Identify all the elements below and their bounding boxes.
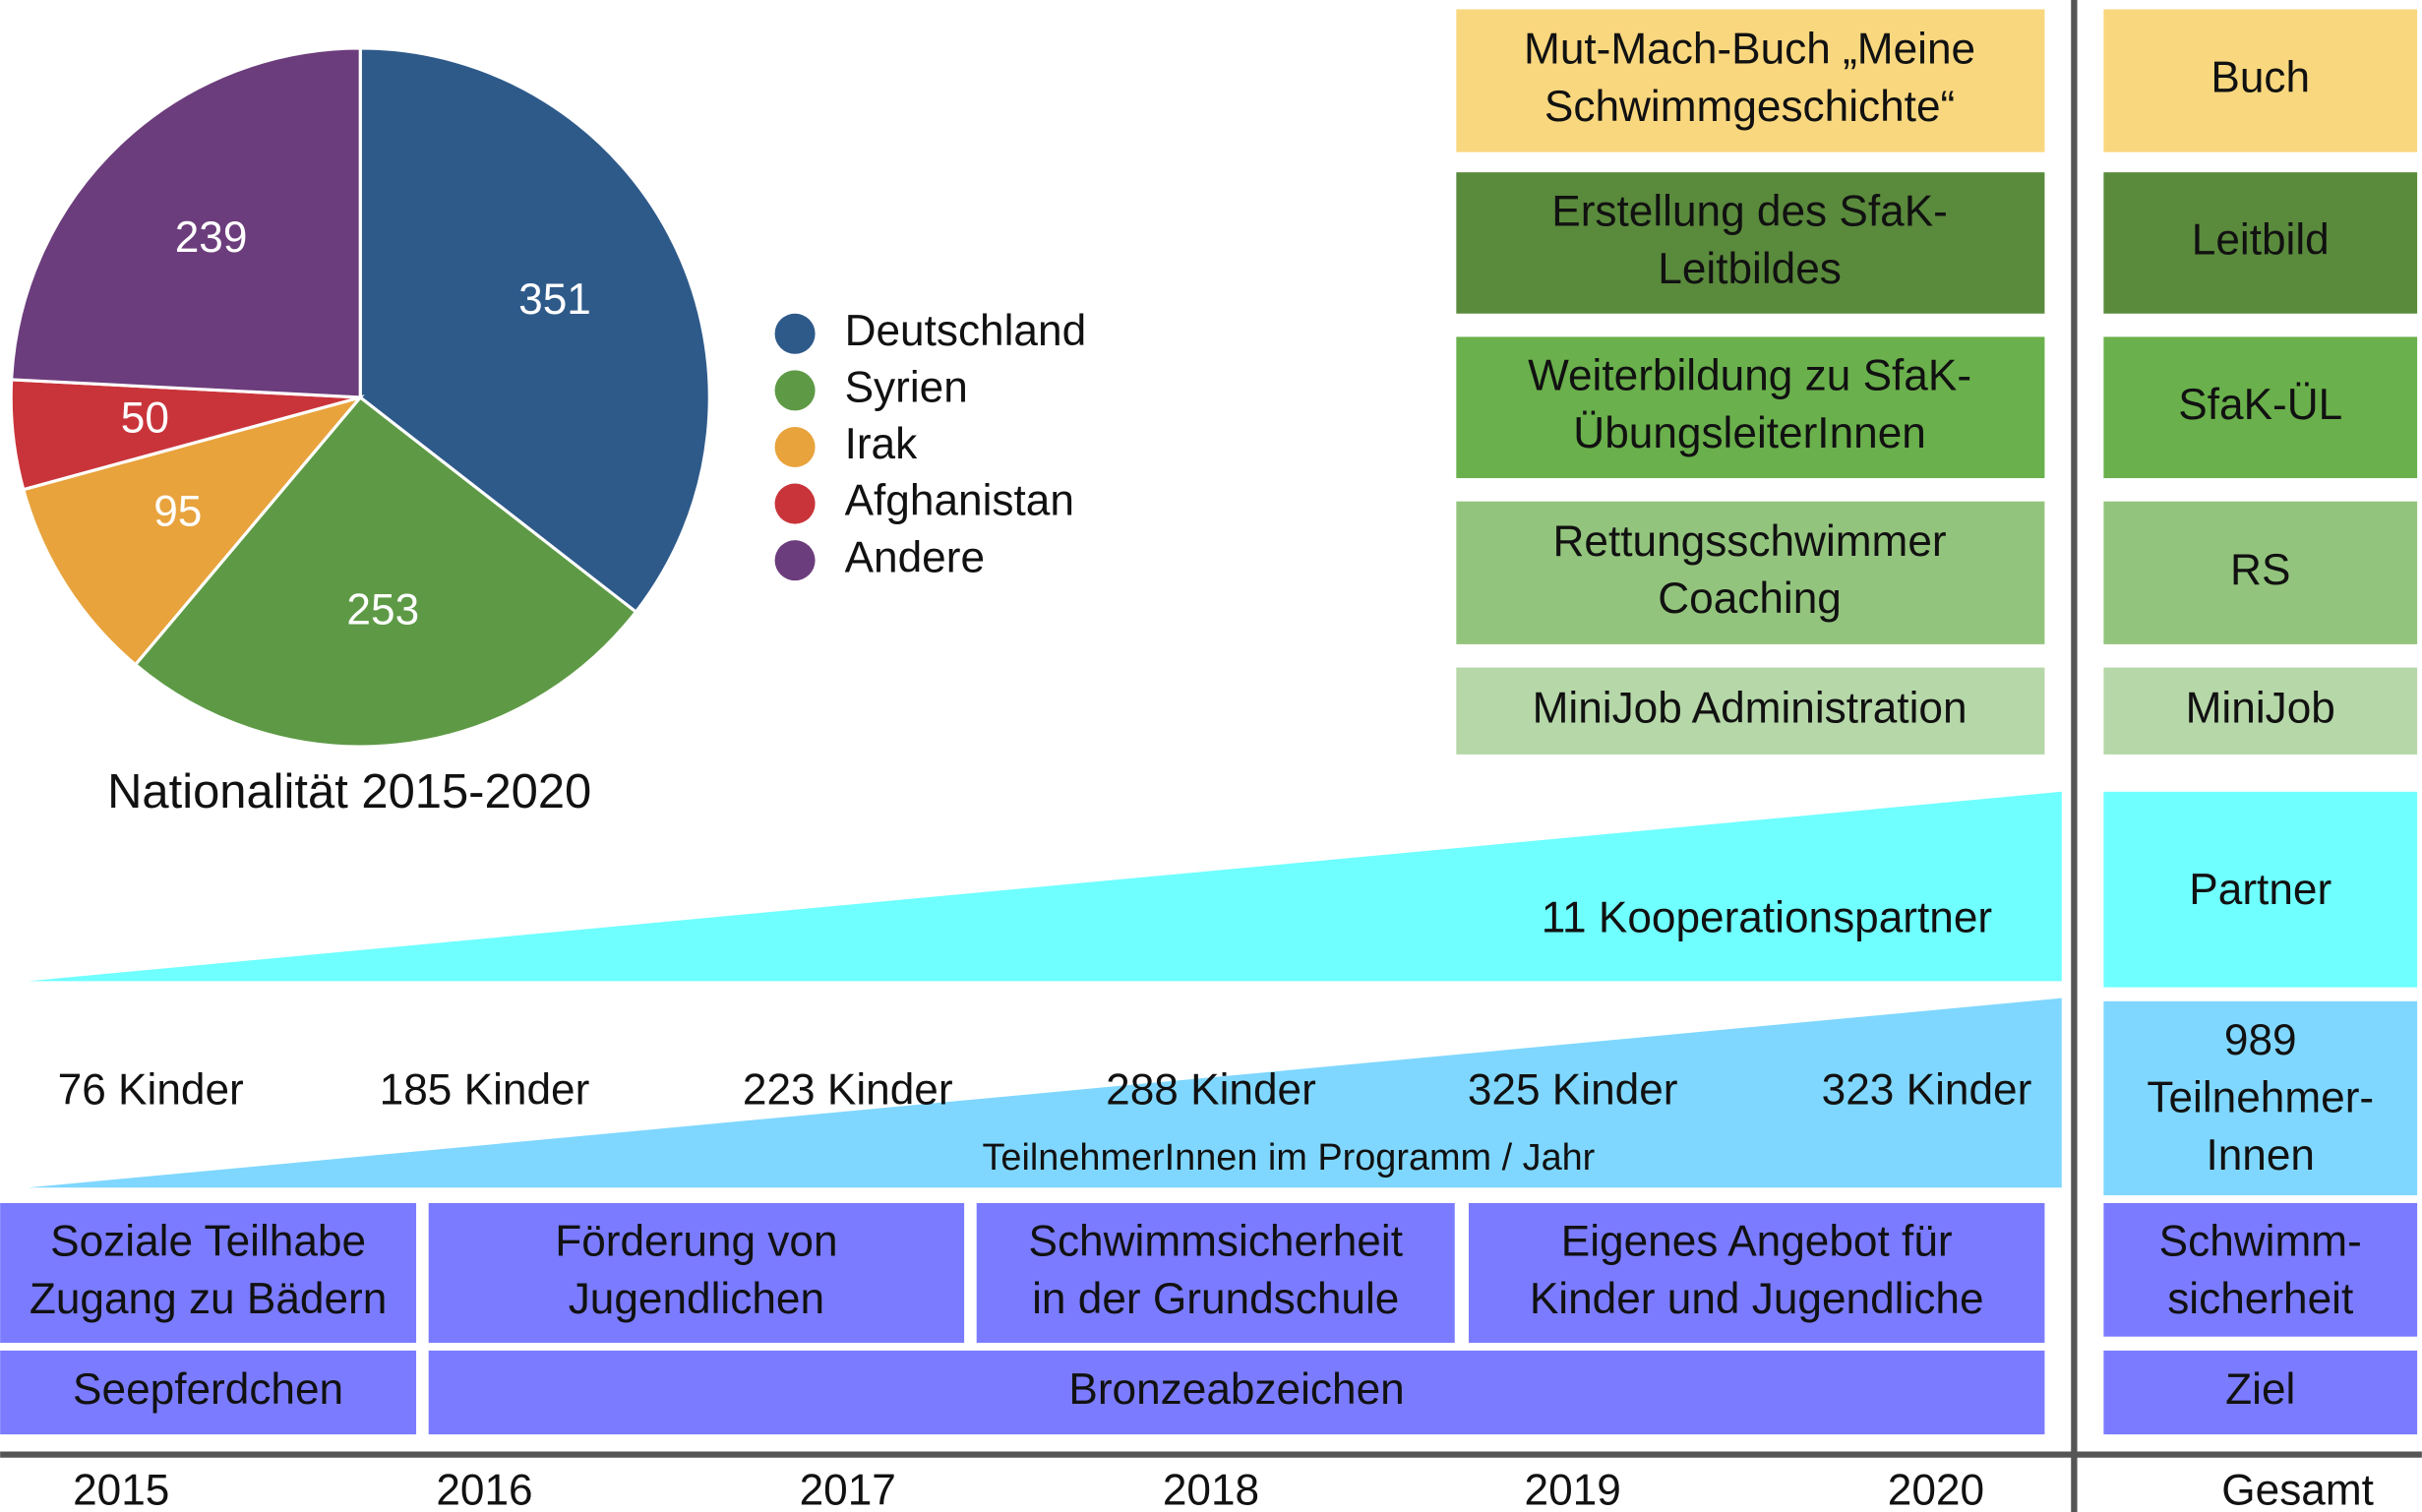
year-label: 2017 — [800, 1467, 896, 1512]
slice-label: 351 — [518, 275, 591, 324]
badge-text: Bronzeabzeichen — [1068, 1365, 1404, 1414]
activity-summary: Leitbild — [2192, 216, 2330, 265]
participants-year: 288 Kinder — [1106, 1066, 1316, 1115]
participant-summary: Teilnehmer- — [2147, 1073, 2374, 1121]
goal-text: in der Grundschule — [1032, 1275, 1399, 1323]
badge-summary-box — [2103, 1350, 2418, 1435]
goal-box — [428, 1202, 965, 1343]
participants-year: 323 Kinder — [1822, 1066, 2032, 1115]
activity-box — [1456, 336, 2045, 479]
activity-text: MiniJob Administration — [1533, 684, 1968, 732]
year-label: 2020 — [1888, 1467, 1984, 1512]
activity-text: Rettungsschwimmer — [1553, 517, 1947, 566]
participant-summary: Innen — [2206, 1131, 2315, 1179]
goal-summary-box — [2103, 1202, 2418, 1337]
goal-text: Förderung von — [555, 1217, 837, 1265]
activity-summary-box — [2103, 172, 2418, 314]
activity-text: ÜbungsleiterInnen — [1573, 409, 1926, 457]
partner-summary: Partner — [2189, 866, 2331, 914]
goal-box — [976, 1202, 1455, 1343]
goal-box — [1468, 1202, 2045, 1343]
activity-text: Leitbildes — [1658, 245, 1842, 293]
goal-text: Eigenes Angebot für — [1561, 1217, 1953, 1265]
activity-box — [1456, 9, 2045, 152]
legend-swatch — [774, 313, 816, 354]
activity-summary-box — [2103, 9, 2418, 152]
activity-summary-box — [2103, 501, 2418, 644]
participant-summary-box — [2103, 1000, 2418, 1196]
legend-swatch — [774, 370, 816, 411]
participants-year: 76 Kinder — [58, 1066, 244, 1115]
slice-label: 50 — [121, 393, 169, 442]
legend-swatch — [774, 540, 816, 581]
activity-summary: MiniJob — [2186, 684, 2335, 732]
participant-summary: 989 — [2224, 1016, 2297, 1064]
activity-box — [1456, 501, 2045, 644]
year-label: 2018 — [1163, 1467, 1259, 1512]
year-label: 2016 — [436, 1467, 532, 1512]
goal-summary: Schwimm- — [2159, 1217, 2362, 1265]
goal-text: Zugang zu Bädern — [30, 1275, 387, 1323]
badge-text: Seepferdchen — [73, 1365, 343, 1414]
slice-label: 253 — [346, 586, 419, 635]
activity-summary: RS — [2230, 546, 2290, 594]
legend-label: Syrien — [845, 364, 968, 412]
pie-slice — [9, 46, 362, 399]
activity-summary-box — [2103, 336, 2418, 479]
partner-wedge — [28, 791, 2062, 982]
activity-box — [1456, 667, 2045, 755]
pie-slice — [21, 394, 365, 667]
slice-label: 95 — [153, 487, 202, 535]
participant-wedge — [28, 998, 2062, 1188]
activity-summary: SfaK-ÜL — [2178, 381, 2342, 429]
goal-text: Schwimmsicherheit — [1028, 1217, 1402, 1265]
goal-box — [0, 1202, 417, 1343]
goal-text: Soziale Teilhabe — [50, 1217, 366, 1265]
slice-label: 239 — [175, 213, 248, 262]
legend-swatch — [774, 483, 816, 524]
goal-text: Jugendlichen — [569, 1275, 824, 1323]
legend-label: Deutschland — [845, 307, 1087, 355]
goal-summary: sicherheit — [2167, 1275, 2353, 1323]
legend-label: Andere — [845, 533, 985, 581]
badge-box — [0, 1350, 417, 1435]
activity-box — [1456, 172, 2045, 314]
activity-summary: Buch — [2210, 54, 2310, 102]
badge-summary: Ziel — [2225, 1365, 2295, 1414]
pie-slice — [358, 46, 711, 615]
total-label: Gesamt — [2221, 1467, 2374, 1512]
year-label: 2015 — [73, 1467, 169, 1512]
participants-year: 185 Kinder — [380, 1066, 590, 1115]
activity-text: Erstellung des SfaK- — [1551, 187, 1948, 235]
partner-summary-box — [2103, 791, 2418, 988]
activity-text: Schwimmgeschichte“ — [1544, 83, 1955, 131]
legend-label: Irak — [845, 420, 919, 468]
year-label: 2019 — [1525, 1467, 1621, 1512]
activity-text: Weiterbildung zu SfaK- — [1528, 352, 1971, 400]
chart-title: Nationalität 2015-2020 — [107, 765, 591, 818]
pie-slice — [133, 394, 638, 749]
activity-summary-box — [2103, 667, 2418, 755]
participants-year: 223 Kinder — [743, 1066, 953, 1115]
activity-text: Mut-Mach-Buch „Meine — [1524, 26, 1975, 74]
participants-year: 325 Kinder — [1468, 1066, 1678, 1115]
participant-label: TeilnehmerInnen im Programm / Jahr — [982, 1137, 1595, 1179]
activity-text: Coaching — [1658, 575, 1842, 623]
goal-text: Kinder und Jugendliche — [1530, 1275, 1984, 1323]
badge-box — [428, 1350, 2045, 1435]
legend-label: Afghanistan — [845, 477, 1074, 525]
legend-swatch — [774, 426, 816, 467]
partner-label: 11 Kooperationspartner — [1542, 893, 1992, 941]
